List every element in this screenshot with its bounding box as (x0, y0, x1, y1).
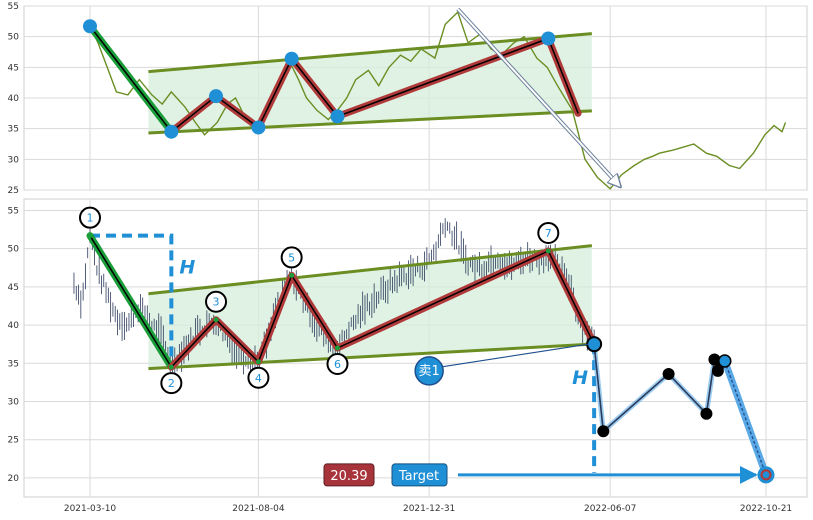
pattern-marker-circle-1 (79, 206, 101, 229)
top-y-tick-label: 55 (8, 2, 19, 12)
bottom-channel-lower-line (148, 342, 592, 371)
post-breakout-point (700, 407, 713, 420)
sell-label: 卖1 (419, 364, 440, 379)
bottom-x-tick-label: 2021-03-10 (64, 504, 117, 514)
pattern-node (334, 345, 340, 351)
height-label-left: H (179, 257, 195, 279)
pattern-node (545, 248, 551, 254)
pattern-marker-circle-3 (205, 290, 228, 313)
top-pattern-point (330, 109, 345, 124)
top-y-tick-label: 40 (8, 94, 20, 104)
top-y-tick-label: 45 (8, 63, 19, 73)
pattern-marker-label-6: 6 (334, 358, 341, 371)
pattern-node (87, 233, 93, 239)
top-pattern-point (541, 31, 556, 46)
top-y-tick-label: 30 (8, 155, 20, 165)
pattern-node (213, 317, 219, 323)
pattern-marker-label-1: 1 (87, 212, 94, 225)
bottom-y-tick-label: 45 (8, 283, 19, 293)
target-line-start (718, 354, 732, 368)
bottom-y-axis: 20 25 30 35 40 45 50 55 (8, 206, 20, 483)
top-first-leg-line (89, 25, 172, 133)
bottom-first-leg-line (89, 235, 172, 368)
post-breakout-point (662, 367, 675, 380)
target-price-label: 20.39 (330, 469, 367, 484)
top-channel-upper-line (148, 32, 592, 74)
target-badge (391, 463, 448, 487)
pattern-node (289, 272, 295, 278)
pattern-marker-label-4: 4 (255, 372, 262, 385)
pattern-marker-circle-5 (280, 246, 303, 269)
top-price-line (89, 10, 787, 190)
pattern-node (168, 364, 174, 370)
top-y-tick-label: 25 (8, 186, 19, 196)
bottom-x-tick-label: 2022-10-21 (740, 504, 792, 514)
pattern-marker-label-7: 7 (545, 227, 552, 240)
top-channel-fill (148, 33, 592, 133)
bottom-plot-content: H 1 2 3 4 5 6 7 H 卖1 20.39 Target (73, 206, 775, 487)
top-pattern-point (83, 19, 97, 34)
breakout-point (586, 336, 603, 353)
bottom-y-tick-label: 20 (8, 474, 20, 484)
height-bracket-left (90, 233, 174, 368)
bottom-y-tick-label: 40 (8, 321, 20, 331)
bottom-x-axis: 2021-03-10 2021-08-04 2021-12-31 2022-06-07… (64, 504, 792, 514)
bottom-y-tick-label: 50 (8, 245, 20, 255)
bottom-channel-upper-line (148, 244, 593, 296)
height-label-right: H (572, 367, 588, 389)
bottom-y-tick-label: 25 (8, 436, 19, 446)
bottom-y-tick-label: 55 (8, 206, 19, 216)
pattern-marker-circle-4 (247, 366, 270, 389)
pattern-marker-circle-7 (537, 221, 560, 244)
target-line (724, 360, 767, 476)
post-breakout-point (597, 425, 610, 438)
bottom-x-tick-label: 2022-06-07 (584, 504, 636, 514)
bottom-y-tick-label: 35 (8, 359, 19, 369)
target-label: Target (398, 469, 439, 484)
pattern-marker-label-3: 3 (213, 296, 220, 309)
bottom-y-tick-label: 30 (8, 397, 20, 407)
top-channel-lower-line (148, 109, 592, 135)
pattern-node (255, 359, 261, 365)
top-pattern-point (164, 124, 179, 139)
sell-badge (414, 356, 444, 386)
target-point-ring (760, 469, 772, 481)
top-y-tick-label: 50 (8, 33, 20, 43)
bottom-x-tick-label: 2021-12-31 (403, 504, 455, 514)
top-plot-content (83, 7, 787, 190)
target-point-outer (757, 466, 775, 484)
top-pattern-point (284, 51, 299, 66)
sell-pointer-line (441, 343, 589, 368)
bottom-channel-fill (148, 245, 592, 369)
target-price-badge (323, 463, 375, 487)
pattern-marker-label-2: 2 (168, 377, 175, 390)
pattern-marker-label-5: 5 (288, 251, 295, 264)
top-panel: 25 30 35 40 45 50 55 (8, 2, 808, 196)
top-pattern-point (251, 120, 266, 135)
top-projection-arrow (457, 8, 621, 187)
top-y-axis: 25 30 35 40 45 50 55 (8, 2, 20, 196)
pattern-marker-circle-2 (160, 372, 183, 395)
top-pattern-point (209, 89, 224, 104)
pattern-marker-circle-6 (326, 353, 349, 375)
bottom-x-tick-label: 2021-08-04 (232, 504, 285, 514)
top-y-tick-label: 35 (8, 125, 19, 135)
